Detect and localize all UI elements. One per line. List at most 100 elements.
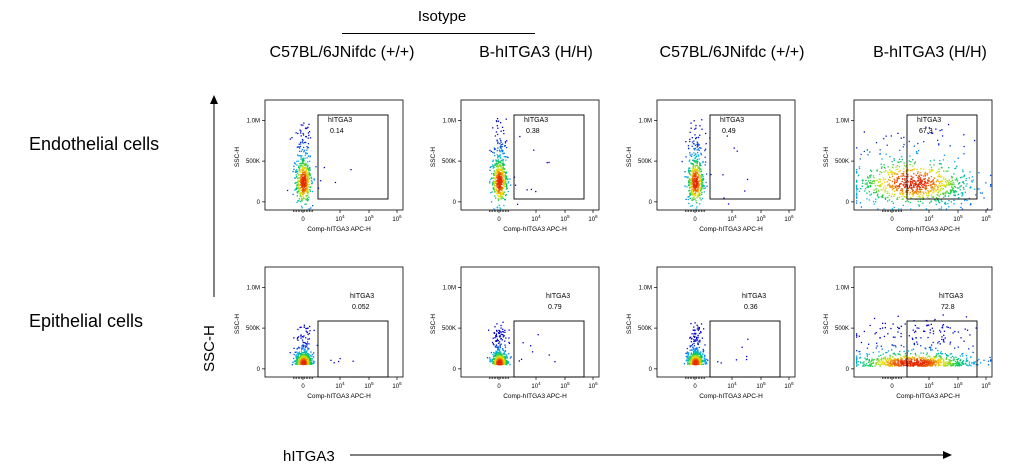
- event-point: [687, 354, 689, 356]
- event-point: [706, 173, 708, 175]
- event-point: [495, 336, 497, 338]
- event-point: [692, 169, 695, 172]
- event-point: [694, 166, 697, 168]
- event-point: [939, 352, 942, 354]
- event-point: [919, 182, 921, 184]
- event-point: [921, 174, 923, 176]
- event-point: [917, 193, 919, 195]
- event-point: [300, 182, 302, 184]
- event-point: [495, 335, 497, 337]
- event-point: [506, 363, 508, 365]
- y-tick-label: 0: [846, 200, 850, 206]
- event-point: [505, 146, 508, 149]
- event-point: [875, 201, 877, 203]
- event-point: [745, 358, 748, 361]
- event-point: [503, 362, 505, 364]
- event-point: [300, 155, 302, 157]
- event-point: [927, 182, 929, 184]
- event-point: [301, 348, 303, 350]
- event-point: [694, 322, 696, 324]
- event-point: [857, 364, 859, 366]
- event-point: [690, 352, 692, 354]
- event-point: [492, 165, 495, 167]
- event-point: [330, 359, 332, 361]
- event-point: [309, 177, 311, 180]
- event-point: [695, 184, 697, 186]
- event-point: [912, 179, 914, 181]
- event-point: [898, 166, 901, 168]
- event-point: [689, 184, 691, 186]
- event-point: [978, 172, 980, 174]
- x-tick-label: 106: [392, 381, 402, 390]
- event-point: [965, 179, 967, 182]
- event-point: [497, 179, 499, 182]
- event-point: [503, 164, 506, 166]
- event-point: [502, 167, 504, 169]
- event-point: [308, 348, 310, 350]
- event-point: [492, 353, 494, 356]
- event-point: [702, 360, 704, 362]
- event-point: [966, 183, 968, 185]
- event-point: [897, 161, 899, 163]
- event-point: [694, 198, 696, 200]
- event-point: [869, 181, 871, 184]
- event-point: [497, 189, 500, 191]
- event-point: [692, 166, 694, 168]
- event-point: [893, 358, 896, 360]
- event-point: [990, 174, 992, 177]
- event-point: [922, 186, 925, 188]
- event-point: [303, 175, 305, 178]
- event-point: [497, 351, 499, 353]
- event-point: [504, 145, 506, 147]
- plot-frame: [460, 266, 600, 378]
- event-point: [983, 197, 985, 199]
- event-point: [879, 153, 881, 155]
- event-point: [505, 194, 507, 196]
- event-point: [965, 359, 968, 361]
- event-point: [307, 333, 309, 336]
- event-point: [697, 144, 699, 146]
- event-point: [301, 148, 304, 151]
- event-point: [899, 350, 901, 353]
- event-point: [899, 192, 901, 194]
- event-point: [299, 147, 301, 149]
- event-point: [903, 192, 905, 194]
- event-point: [685, 355, 688, 357]
- event-point: [864, 365, 866, 367]
- event-point: [305, 180, 307, 182]
- event-point: [300, 350, 303, 352]
- event-point: [303, 184, 305, 187]
- event-point: [302, 167, 304, 169]
- event-point: [695, 124, 697, 127]
- event-point: [919, 183, 922, 185]
- event-point: [695, 138, 697, 140]
- event-point: [857, 188, 859, 190]
- event-point: [691, 188, 693, 190]
- event-point: [941, 167, 943, 169]
- event-point: [887, 171, 889, 173]
- event-point: [695, 351, 697, 353]
- event-point: [858, 190, 861, 192]
- event-point: [306, 174, 308, 176]
- event-point: [883, 164, 885, 166]
- event-points: [489, 118, 550, 210]
- column-header-1: C57BL/6JNifdc (+/+): [269, 44, 415, 61]
- event-point: [501, 126, 504, 128]
- event-point: [887, 179, 890, 181]
- event-point: [699, 179, 702, 181]
- event-point: [299, 177, 301, 179]
- event-point: [300, 361, 303, 363]
- event-point: [503, 156, 505, 158]
- event-point: [696, 359, 698, 362]
- y-tick-label: 500K: [442, 159, 456, 165]
- event-point: [499, 358, 501, 360]
- event-point: [305, 184, 307, 186]
- event-point: [908, 160, 910, 162]
- event-point: [928, 177, 930, 180]
- event-point: [497, 157, 499, 159]
- event-point: [931, 188, 933, 191]
- event-point: [878, 363, 880, 365]
- event-point: [500, 141, 502, 143]
- event-point: [296, 195, 298, 197]
- event-point: [920, 193, 922, 195]
